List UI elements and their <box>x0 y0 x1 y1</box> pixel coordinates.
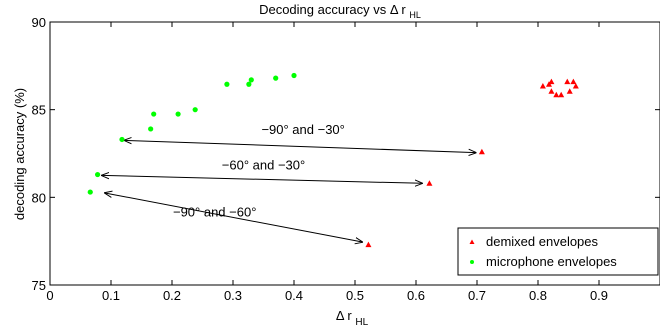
x-tick-label: 0.8 <box>529 288 547 303</box>
x-tick-label: 0.9 <box>590 288 608 303</box>
x-axis: 0 0.1 0.2 0.3 0.4 0.5 0.6 0.7 0.8 0.9 <box>46 22 608 303</box>
annotation-label: −90° and −60° <box>173 205 256 220</box>
x-tick-label: 0 <box>46 288 53 303</box>
microphone-point <box>192 107 198 113</box>
x-tick-label: 0.7 <box>468 288 486 303</box>
legend-label-microphone: microphone envelopes <box>486 254 617 269</box>
y-tick-label: 80 <box>32 190 46 205</box>
microphone-point <box>94 171 101 178</box>
annotation-label: −90° and −30° <box>261 122 344 137</box>
x-tick-label: 0.2 <box>163 288 181 303</box>
microphone-point <box>151 111 157 117</box>
demixed-point <box>426 180 433 186</box>
legend-circle-marker <box>470 260 474 264</box>
x-tick-label: 0.5 <box>346 288 364 303</box>
microphone-point <box>291 72 297 79</box>
x-axis-label: Δ r HL <box>336 308 369 328</box>
svg-text:Decoding accuracy vs Δ r: Decoding accuracy vs Δ r HL <box>259 2 421 20</box>
x-tick-label: 0.3 <box>224 288 242 303</box>
demixed-point <box>539 82 546 89</box>
x-tick-label: 0.1 <box>102 288 120 303</box>
data-points <box>87 72 579 248</box>
demixed-point <box>570 78 577 85</box>
demixed-point <box>572 82 579 89</box>
chart-title: Decoding accuracy vs Δ r HL <box>259 2 421 20</box>
annotations: −90° and −30° −60° and −30° −90° and −60° <box>102 122 476 242</box>
x-tick-label: 0.6 <box>407 288 425 303</box>
chart-title-text: Decoding accuracy vs Δ r <box>259 2 406 17</box>
y-tick-label: 90 <box>32 15 46 30</box>
microphone-point <box>224 81 230 87</box>
microphone-point <box>148 126 154 132</box>
microphone-point <box>273 75 279 81</box>
microphone-point <box>175 111 181 117</box>
legend: demixed envelopes microphone envelopes <box>457 227 659 276</box>
annotation-arrow <box>105 193 362 242</box>
x-axis-label-text: Δ r <box>336 308 353 323</box>
demixed-point <box>478 148 485 155</box>
demixed-point <box>553 91 560 98</box>
microphone-point <box>119 136 125 143</box>
y-tick-label: 85 <box>32 103 46 118</box>
annotation-arrow <box>124 140 475 152</box>
chart-title-subscript: HL <box>409 10 421 20</box>
demixed-point <box>564 78 571 85</box>
y-axis: 75 80 85 90 <box>32 15 660 293</box>
legend-label-demixed: demixed envelopes <box>486 234 599 249</box>
x-axis-label-subscript: HL <box>355 317 368 328</box>
demixed-point <box>365 241 372 248</box>
microphone-point <box>87 189 93 195</box>
y-tick-label: 75 <box>32 278 46 293</box>
microphone-point <box>246 81 252 87</box>
annotation-label: −60° and −30° <box>222 157 305 172</box>
legend-box <box>457 227 659 276</box>
demixed-point <box>566 88 573 94</box>
demixed-point <box>548 88 555 94</box>
microphone-point <box>248 77 254 83</box>
annotation-arrow <box>102 175 422 183</box>
demixed-point <box>558 91 565 98</box>
x-tick-label: 0.4 <box>285 288 303 303</box>
legend-triangle-marker <box>469 239 475 244</box>
demixed-point <box>548 78 555 85</box>
y-axis-label: decoding accuracy (%) <box>12 88 27 220</box>
